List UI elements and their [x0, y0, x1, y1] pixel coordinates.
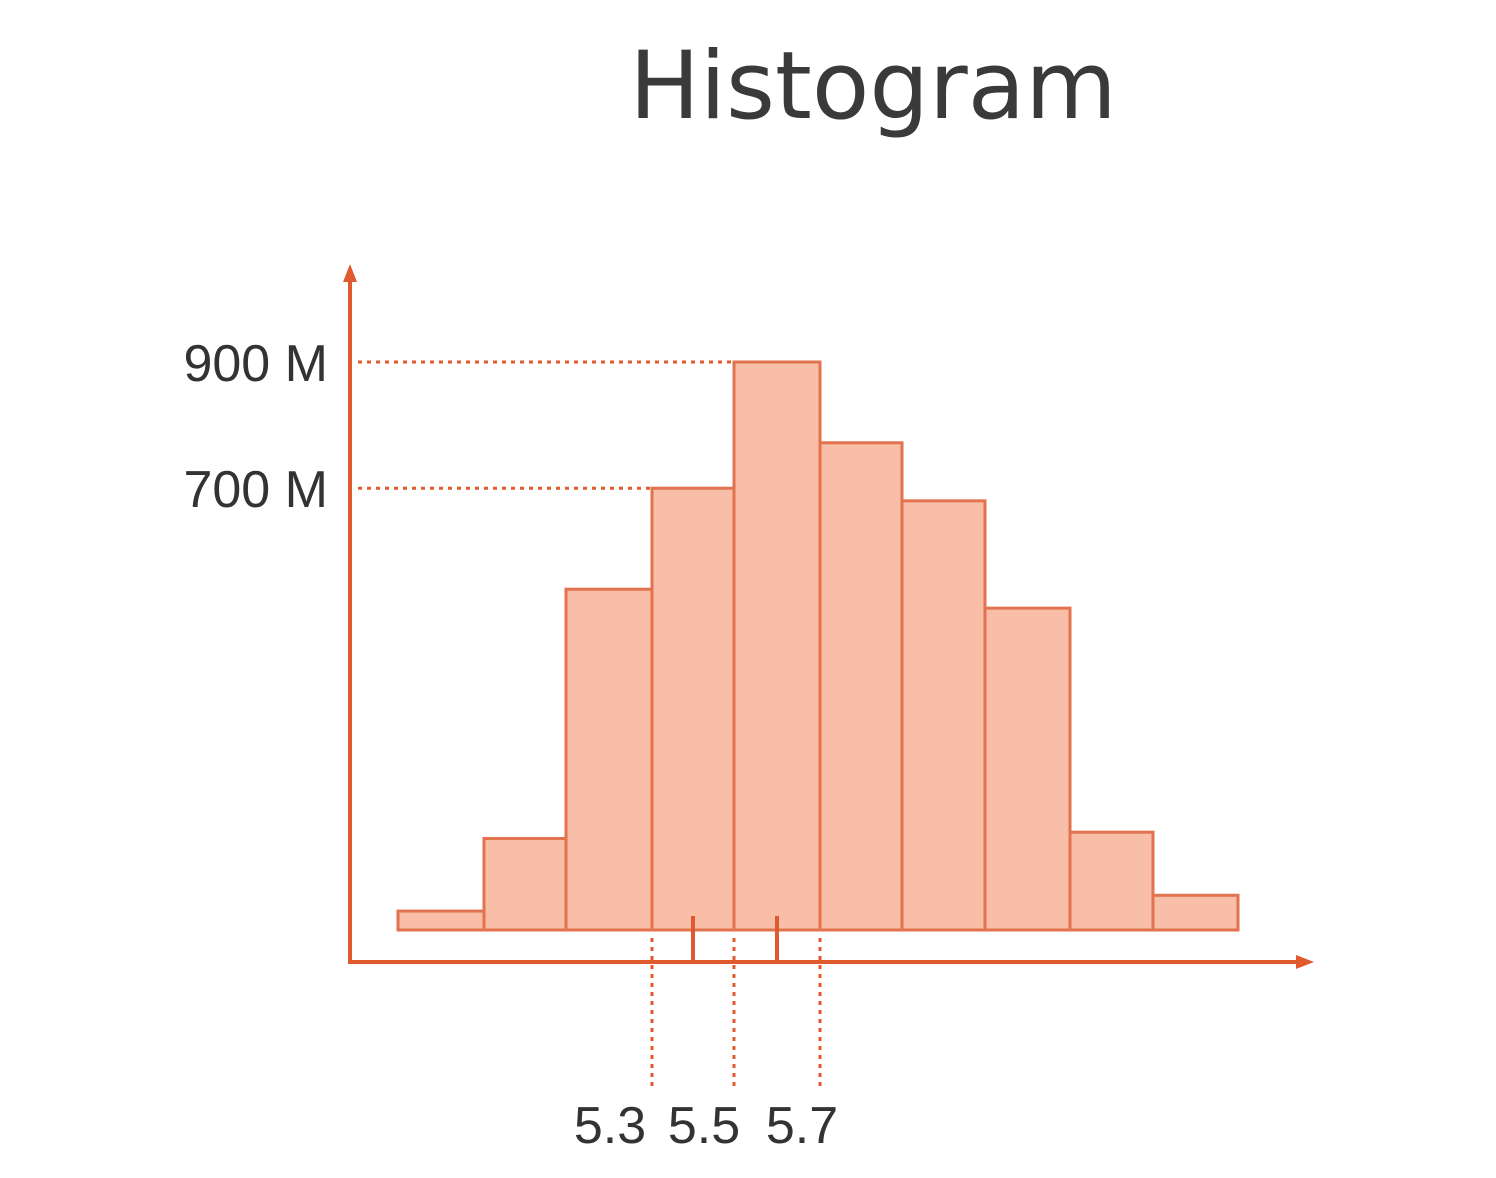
- histogram-bar: [1068, 830, 1155, 932]
- y-axis-arrow: [343, 264, 357, 282]
- histogram-bar: [900, 499, 987, 932]
- histogram-bar: [818, 441, 904, 932]
- x-tick-labels: 5.3 5.5 5.7: [574, 1097, 838, 1155]
- x-tick-label: 5.7: [766, 1097, 838, 1155]
- histogram-bar: [650, 486, 736, 932]
- histogram-bar: [732, 360, 822, 932]
- axes: [343, 264, 1314, 969]
- y-tick-label: 900 M: [183, 335, 328, 393]
- x-markers: [691, 916, 779, 964]
- histogram-bar: [1151, 893, 1240, 932]
- chart-title: Histogram: [629, 32, 1117, 141]
- x-tick-label: 5.5: [668, 1097, 740, 1155]
- histogram-bars: [396, 360, 1240, 932]
- x-axis-arrow: [1296, 955, 1314, 969]
- y-tick-label: 700 M: [183, 461, 328, 519]
- histogram-bar: [396, 909, 486, 932]
- y-tick-labels: 700 M 900 M: [183, 335, 328, 519]
- histogram-bar: [983, 606, 1072, 932]
- x-tick-label: 5.3: [574, 1097, 646, 1155]
- histogram-bar: [564, 587, 654, 932]
- histogram-bar: [482, 836, 568, 932]
- guide-lines: [358, 360, 822, 1088]
